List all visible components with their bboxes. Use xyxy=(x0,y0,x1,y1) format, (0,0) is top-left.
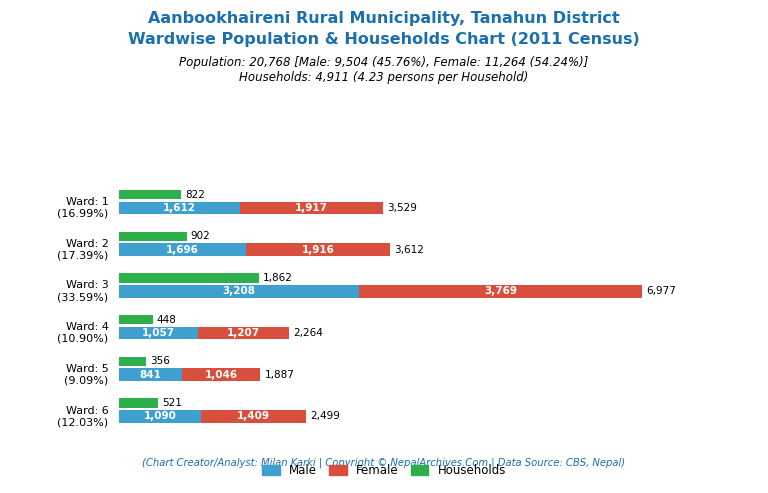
Text: 356: 356 xyxy=(150,356,170,366)
Text: Population: 20,768 [Male: 9,504 (45.76%), Female: 11,264 (54.24%)]: Population: 20,768 [Male: 9,504 (45.76%)… xyxy=(179,56,589,69)
Bar xyxy=(119,244,246,256)
Text: 1,696: 1,696 xyxy=(166,245,199,254)
Text: 6,977: 6,977 xyxy=(646,286,676,296)
Bar xyxy=(246,244,389,256)
Text: 1,046: 1,046 xyxy=(205,370,238,380)
Bar xyxy=(119,190,180,199)
Text: 521: 521 xyxy=(162,398,182,408)
Bar xyxy=(119,368,182,381)
Bar xyxy=(198,327,289,339)
Text: 1,090: 1,090 xyxy=(144,411,177,422)
Text: 1,887: 1,887 xyxy=(264,370,294,380)
Bar xyxy=(119,327,198,339)
Text: 1,916: 1,916 xyxy=(302,245,334,254)
Text: 1,612: 1,612 xyxy=(163,203,196,213)
Bar xyxy=(119,315,153,324)
Text: 3,769: 3,769 xyxy=(484,286,517,296)
Text: 3,208: 3,208 xyxy=(223,286,256,296)
Bar xyxy=(200,410,306,423)
Bar xyxy=(359,285,642,298)
Text: 1,917: 1,917 xyxy=(295,203,328,213)
Legend: Male, Female, Households: Male, Female, Households xyxy=(257,460,511,482)
Text: 841: 841 xyxy=(140,370,161,380)
Bar xyxy=(119,202,240,214)
Text: Households: 4,911 (4.23 persons per Household): Households: 4,911 (4.23 persons per Hous… xyxy=(240,71,528,84)
Bar xyxy=(119,398,158,408)
Text: 1,409: 1,409 xyxy=(237,411,270,422)
Text: 1,057: 1,057 xyxy=(142,328,175,338)
Text: 1,207: 1,207 xyxy=(227,328,260,338)
Text: 2,264: 2,264 xyxy=(293,328,323,338)
Bar xyxy=(119,285,359,298)
Bar xyxy=(119,273,259,282)
Bar xyxy=(119,232,187,241)
Text: 1,862: 1,862 xyxy=(263,273,293,283)
Text: (Chart Creator/Analyst: Milan Karki | Copyright © NepalArchives.Com | Data Sourc: (Chart Creator/Analyst: Milan Karki | Co… xyxy=(142,458,626,468)
Text: Wardwise Population & Households Chart (2011 Census): Wardwise Population & Households Chart (… xyxy=(128,32,640,46)
Text: 902: 902 xyxy=(190,231,210,241)
Text: 448: 448 xyxy=(157,315,177,324)
Text: 822: 822 xyxy=(185,190,204,200)
Text: 3,529: 3,529 xyxy=(388,203,418,213)
Text: 2,499: 2,499 xyxy=(310,411,340,422)
Bar xyxy=(119,357,146,366)
Bar xyxy=(182,368,260,381)
Bar xyxy=(119,410,200,423)
Text: Aanbookhaireni Rural Municipality, Tanahun District: Aanbookhaireni Rural Municipality, Tanah… xyxy=(148,11,620,26)
Bar xyxy=(240,202,383,214)
Text: 3,612: 3,612 xyxy=(394,245,424,254)
